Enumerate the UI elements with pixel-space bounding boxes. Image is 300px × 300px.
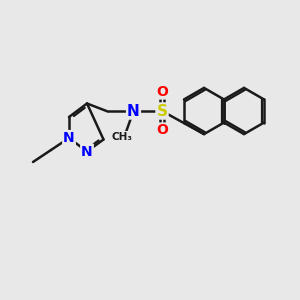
Text: N: N	[63, 131, 75, 145]
Text: S: S	[157, 103, 167, 118]
Text: N: N	[127, 103, 140, 118]
Text: O: O	[156, 85, 168, 98]
Text: N: N	[81, 145, 93, 158]
Text: O: O	[156, 124, 168, 137]
Text: CH₃: CH₃	[111, 131, 132, 142]
